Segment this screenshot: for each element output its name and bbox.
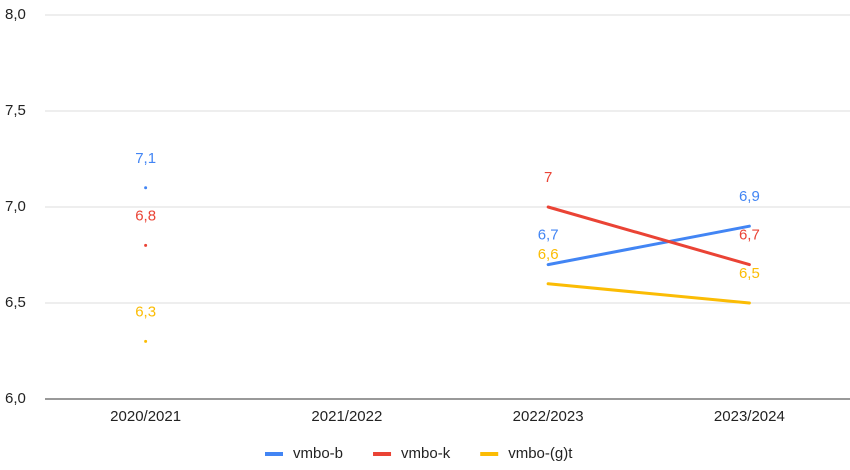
legend-label: vmbo-(g)t [508,445,573,462]
data-label: 6,9 [739,188,760,205]
x-tick-label: 2020/2021 [110,408,181,425]
data-label: 6,3 [135,303,156,320]
series-line [144,205,751,267]
series-line [144,186,751,267]
x-tick-label: 2021/2022 [311,408,382,425]
data-label: 7 [544,169,552,186]
y-tick-label: 8,0 [5,6,26,23]
x-tick-label: 2023/2024 [714,408,785,425]
data-label: 7,1 [135,150,156,167]
y-tick-label: 6,0 [5,390,26,407]
data-label: 6,7 [538,227,559,244]
legend-label: vmbo-k [401,445,451,462]
data-label: 6,7 [739,227,760,244]
y-tick-label: 6,5 [5,294,26,311]
y-tick-label: 7,5 [5,102,26,119]
x-tick-label: 2022/2023 [513,408,584,425]
legend-label: vmbo-b [293,445,343,462]
data-label: 6,6 [538,246,559,263]
data-label: 6,5 [739,265,760,282]
series-line [144,282,751,343]
data-label: 6,8 [135,207,156,224]
y-tick-label: 7,0 [5,198,26,215]
